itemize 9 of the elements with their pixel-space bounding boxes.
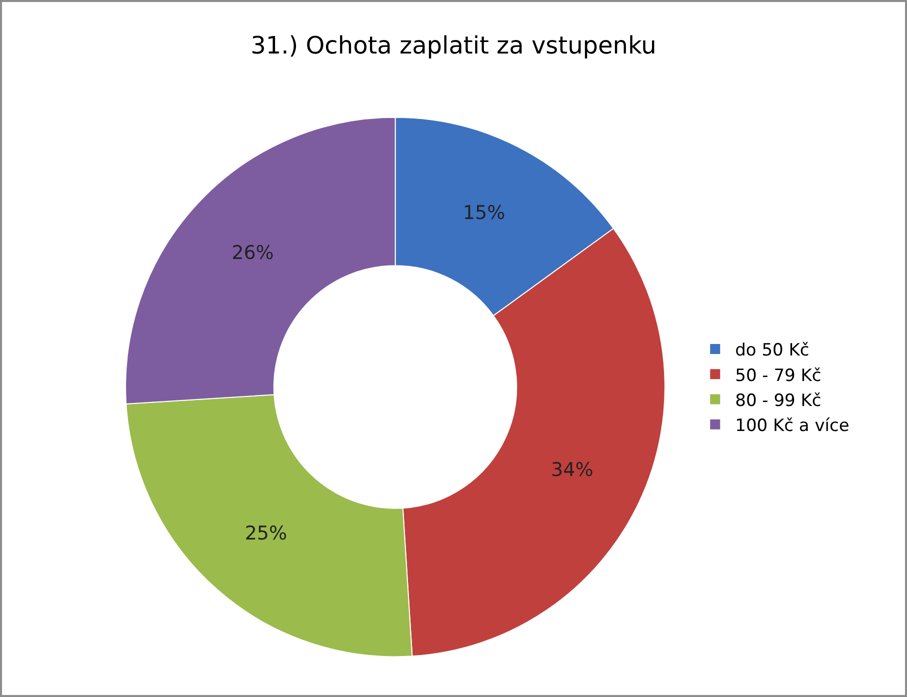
data-label: 34% (551, 459, 594, 482)
data-label: 26% (232, 242, 274, 264)
legend-label: 100 Kč a více (735, 416, 850, 436)
legend-label: 50 - 79 Kč (735, 366, 822, 386)
legend-label: 80 - 99 Kč (735, 390, 822, 411)
data-label: 25% (244, 522, 288, 545)
legend-label: do 50 Kč (735, 340, 810, 361)
data-label: 15% (462, 202, 506, 224)
chart-title: 31.) Ochota zaplatit za vstupenku (250, 31, 656, 60)
